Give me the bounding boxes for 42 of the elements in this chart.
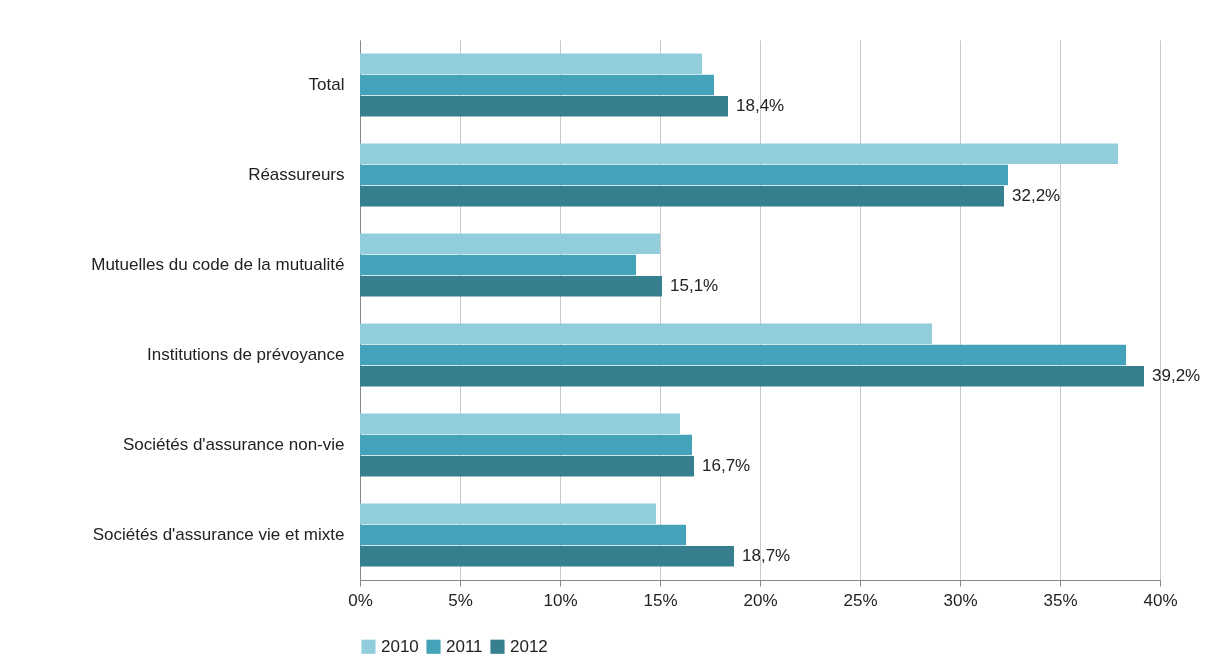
bar: [360, 233, 660, 255]
bar: [360, 413, 680, 435]
data-label: 18,7%: [742, 546, 791, 566]
y-tick-label: Mutuelles du code de la mutualité: [91, 255, 345, 274]
x-tick-label: 5%: [448, 590, 473, 610]
x-tick-label: 25%: [843, 590, 878, 610]
x-tick-label: 10%: [543, 590, 578, 610]
y-tick-label: Réassureurs: [248, 165, 345, 184]
data-label: 15,1%: [670, 276, 719, 296]
bar: [360, 254, 636, 276]
bar: [360, 344, 1126, 366]
bar: [360, 434, 692, 456]
bar: [360, 365, 1144, 387]
bar: [360, 503, 656, 525]
bar: [360, 185, 1004, 207]
x-tick-label: 40%: [1143, 590, 1178, 610]
y-tick-label: Institutions de prévoyance: [146, 345, 345, 364]
bar: [360, 143, 1118, 165]
x-tick-label: 20%: [743, 590, 778, 610]
bar: [360, 323, 932, 345]
x-tick-label: 15%: [643, 590, 678, 610]
x-tick-label: 30%: [943, 590, 978, 610]
bar: [360, 164, 1008, 186]
data-label: 39,2%: [1152, 366, 1201, 386]
data-label: 18,4%: [736, 96, 785, 116]
bar: [360, 455, 694, 477]
bar: [360, 53, 702, 75]
legend-label: 2011: [446, 636, 483, 656]
data-label: 32,2%: [1012, 186, 1061, 206]
y-tick-label: Sociétés d'assurance vie et mixte: [92, 525, 345, 544]
bar: [360, 524, 686, 546]
bar: [360, 545, 734, 567]
bar: [360, 95, 728, 117]
bar: [360, 275, 662, 297]
y-tick-label: Sociétés d'assurance non-vie: [122, 435, 345, 454]
x-tick-label: 35%: [1043, 590, 1078, 610]
legend-label: 2012: [510, 636, 548, 656]
y-tick-label: Total: [308, 75, 345, 94]
bar: [360, 74, 714, 96]
data-label: 16,7%: [702, 456, 751, 476]
legend-label: 2010: [381, 636, 419, 656]
x-tick-label: 0%: [348, 590, 373, 610]
